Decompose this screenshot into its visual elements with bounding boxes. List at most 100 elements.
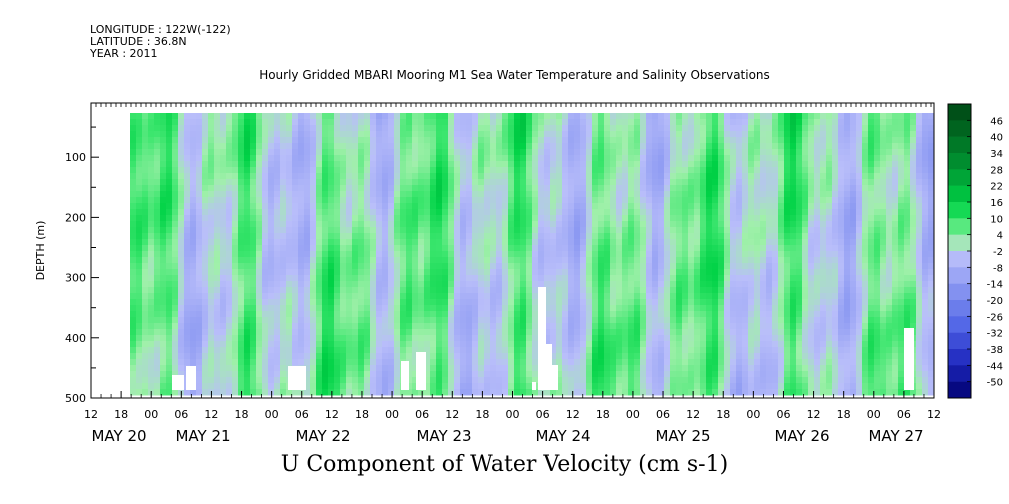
heatmap-cell <box>262 269 269 276</box>
heatmap-cell <box>184 131 191 138</box>
heatmap-cell <box>520 131 527 138</box>
heatmap-cell <box>502 209 509 216</box>
heatmap-cell <box>424 317 431 324</box>
heatmap-cell <box>574 239 581 246</box>
heatmap-cell <box>406 329 413 336</box>
heatmap-cell <box>514 149 521 156</box>
heatmap-cell <box>346 335 353 342</box>
heatmap-cell <box>208 143 215 150</box>
heatmap-cell <box>316 173 323 180</box>
heatmap-cell <box>454 149 461 156</box>
heatmap-cell <box>754 287 761 294</box>
heatmap-cell <box>340 245 347 252</box>
heatmap-cell <box>190 173 197 180</box>
heatmap-cell <box>136 347 143 354</box>
heatmap-cell <box>694 371 701 378</box>
heatmap-cell <box>532 281 539 288</box>
heatmap-cell <box>550 323 557 330</box>
heatmap-cell <box>304 185 311 192</box>
heatmap-cell <box>310 287 317 294</box>
heatmap-cell <box>304 137 311 144</box>
heatmap-cell <box>526 347 533 354</box>
heatmap-cell <box>460 161 467 168</box>
heatmap-cell <box>442 305 449 312</box>
heatmap-cell <box>694 329 701 336</box>
heatmap-cell <box>586 167 593 174</box>
heatmap-cell <box>490 275 497 282</box>
heatmap-cell <box>490 179 497 186</box>
heatmap-cell <box>556 353 563 360</box>
heatmap-cell <box>394 167 401 174</box>
heatmap-cell <box>628 245 635 252</box>
heatmap-cell <box>508 371 515 378</box>
heatmap-cell <box>640 149 647 156</box>
heatmap-cell <box>382 281 389 288</box>
heatmap-cell <box>628 281 635 288</box>
heatmap-cell <box>232 125 239 132</box>
heatmap-cell <box>178 275 185 282</box>
heatmap-cell <box>682 287 689 294</box>
heatmap-cell <box>310 257 317 264</box>
heatmap-cell <box>424 209 431 216</box>
heatmap-cell <box>550 347 557 354</box>
heatmap-cell <box>478 233 485 240</box>
heatmap-cell <box>178 227 185 234</box>
heatmap-cell <box>496 185 503 192</box>
heatmap-cell <box>172 161 179 168</box>
heatmap-cell <box>760 365 767 372</box>
heatmap-cell <box>754 215 761 222</box>
heatmap-cell <box>532 377 539 384</box>
heatmap-cell <box>220 299 227 306</box>
heatmap-cell <box>190 335 197 342</box>
heatmap-cell <box>622 359 629 366</box>
heatmap-cell <box>268 323 275 330</box>
heatmap-cell <box>436 143 443 150</box>
heatmap-cell <box>724 287 731 294</box>
heatmap-cell <box>184 275 191 282</box>
heatmap-cell <box>598 119 605 126</box>
heatmap-cell <box>430 329 437 336</box>
heatmap-cell <box>484 197 491 204</box>
heatmap-cell <box>256 143 263 150</box>
heatmap-cell <box>130 143 137 150</box>
heatmap-cell <box>694 233 701 240</box>
heatmap-cell <box>148 365 155 372</box>
heatmap-cell <box>514 305 521 312</box>
heatmap-cell <box>178 251 185 258</box>
heatmap-cell <box>148 263 155 270</box>
heatmap-cell <box>400 203 407 210</box>
heatmap-cell <box>424 329 431 336</box>
heatmap-cell <box>682 299 689 306</box>
heatmap-cell <box>526 305 533 312</box>
heatmap-cell <box>322 305 329 312</box>
heatmap-cell <box>646 113 653 120</box>
heatmap-cell <box>658 113 665 120</box>
heatmap-cell <box>520 125 527 132</box>
heatmap-cell <box>610 245 617 252</box>
heatmap-cell <box>274 305 281 312</box>
heatmap-cell <box>754 377 761 384</box>
heatmap-cell <box>388 197 395 204</box>
heatmap-cell <box>658 185 665 192</box>
heatmap-cell <box>490 251 497 258</box>
heatmap-cell <box>622 221 629 228</box>
heatmap-cell <box>232 377 239 384</box>
heatmap-cell <box>496 143 503 150</box>
heatmap-cell <box>250 323 257 330</box>
heatmap-cell <box>442 263 449 270</box>
heatmap-cell <box>460 269 467 276</box>
heatmap-cell <box>382 335 389 342</box>
heatmap-cell <box>514 155 521 162</box>
heatmap-cell <box>346 299 353 306</box>
heatmap-cell <box>208 377 215 384</box>
heatmap-cell <box>724 173 731 180</box>
heatmap-cell <box>718 317 725 324</box>
heatmap-cell <box>166 341 173 348</box>
heatmap-cell <box>352 245 359 252</box>
heatmap-cell <box>334 383 341 390</box>
heatmap-cell <box>190 155 197 162</box>
heatmap-cell <box>424 383 431 390</box>
heatmap-cell <box>694 179 701 186</box>
heatmap-cell <box>340 371 347 378</box>
heatmap-cell <box>202 245 209 252</box>
